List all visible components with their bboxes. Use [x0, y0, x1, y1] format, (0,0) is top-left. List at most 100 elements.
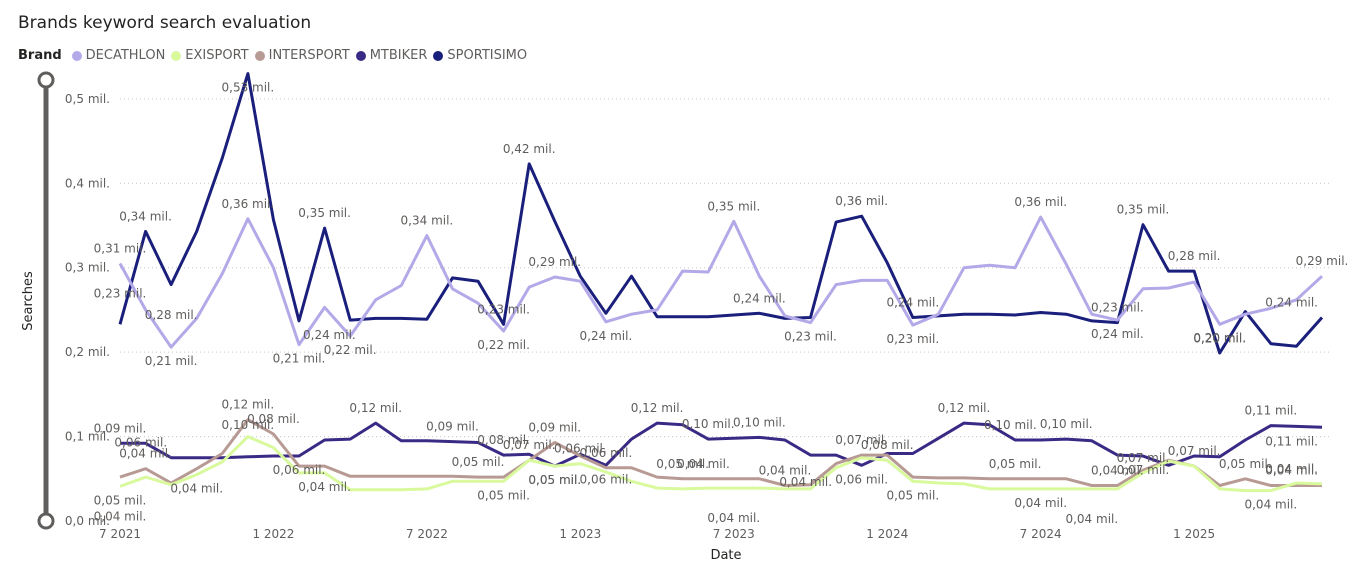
data-label: 0,05 mil. — [1219, 457, 1272, 471]
data-label: 0,06 mil. — [580, 472, 633, 486]
data-label: 0,11 mil. — [1265, 434, 1318, 448]
data-label: 0,29 mil. — [528, 255, 581, 269]
data-label: 0,09 mil. — [94, 421, 147, 435]
range-slider-bottom-handle[interactable] — [37, 512, 55, 530]
legend-marker-exisport — [171, 50, 182, 61]
series-line-exisport[interactable] — [119, 435, 1323, 493]
data-label: 0,06 mil. — [114, 436, 167, 450]
data-label: 0,08 mil. — [247, 412, 300, 426]
data-label: 0,35 mil. — [1117, 203, 1170, 217]
y-tick-label: 0,5 mil. — [65, 92, 110, 106]
data-label: 0,36 mil. — [835, 194, 888, 208]
data-label: 0,04 mil. — [1065, 512, 1118, 526]
series-line-decathlon[interactable] — [118, 215, 1324, 349]
x-tick-label: 7 2024 — [1020, 527, 1062, 541]
legend-marker-intersport — [254, 50, 265, 61]
data-label: 0,04 mil. — [298, 480, 351, 494]
y-axis-title: Searches — [21, 271, 36, 331]
x-axis-title: Date — [710, 548, 741, 563]
data-label: 0,20 mil. — [1193, 331, 1246, 345]
x-tick-label: 7 2022 — [406, 527, 448, 541]
legend-item-mtbiker[interactable]: MTBIKER — [355, 48, 428, 63]
data-label: 0,11 mil. — [1244, 404, 1297, 418]
x-tick-label: 7 2023 — [713, 527, 755, 541]
data-label: 0,24 mil. — [733, 291, 786, 305]
y-tick-label: 0,3 mil. — [65, 261, 110, 275]
data-label: 0,05 mil. — [477, 488, 530, 502]
y-tick-label: 0,1 mil. — [65, 430, 110, 444]
data-label: 0,04 mil. — [1265, 462, 1318, 476]
gridlines — [120, 98, 1330, 438]
legend-item-intersport[interactable]: INTERSPORT — [254, 48, 350, 63]
data-label: 0,28 mil. — [1168, 249, 1221, 263]
data-label: 0,35 mil. — [298, 206, 351, 220]
data-label: 0,07 mil. — [835, 433, 888, 447]
legend-label-decathlon: DECATHLON — [85, 48, 166, 63]
data-label: 0,08 mil. — [477, 433, 530, 447]
data-label: 0,05 mil. — [656, 457, 709, 471]
range-slider-top-handle[interactable] — [37, 71, 55, 89]
data-label: 0,23 mil. — [784, 330, 837, 344]
data-label: 0,12 mil. — [222, 398, 275, 412]
data-label: 0,04 mil. — [1014, 496, 1067, 510]
legend-item-decathlon[interactable]: DECATHLON — [71, 48, 166, 63]
data-label: 0,22 mil. — [324, 343, 377, 357]
data-label: 0,23 mil. — [94, 287, 147, 301]
data-label: 0,24 mil. — [1265, 296, 1318, 310]
data-label: 0,36 mil. — [1014, 195, 1067, 209]
legend-marker-mtbiker — [355, 50, 366, 61]
data-label: 0,34 mil. — [401, 214, 454, 228]
legend-marker-sportisimo — [433, 50, 444, 61]
data-label: 0,31 mil. — [94, 242, 147, 256]
data-label: 0,24 mil. — [886, 296, 939, 310]
series-line-sportisimo[interactable] — [118, 72, 1324, 355]
y-tick-label: 0,2 mil. — [65, 345, 110, 359]
series-lines — [118, 72, 1324, 493]
data-label: 0,05 mil. — [528, 473, 581, 487]
series-line-intersport[interactable] — [119, 418, 1322, 487]
y-axis-ticks: 0,0 mil. 0,1 mil. 0,2 mil. 0,3 mil. 0,4 mil.… — [65, 92, 110, 528]
data-label: 0,04 mil. — [779, 475, 832, 489]
x-tick-label: 1 2023 — [559, 527, 601, 541]
data-label: 0,28 mil. — [145, 308, 198, 322]
data-label: 0,05 mil. — [452, 455, 505, 469]
data-label: 0,04 mil. — [94, 509, 147, 523]
data-label: 0,21 mil. — [145, 354, 198, 368]
legend-label-mtbiker: MTBIKER — [369, 48, 428, 63]
data-label: 0,24 mil. — [1091, 327, 1144, 341]
x-tick-label: 1 2024 — [866, 527, 908, 541]
data-label: 0,05 mil. — [528, 473, 581, 487]
data-label: 0,09 mil. — [528, 420, 581, 434]
data-label: 0,10 mil. — [984, 418, 1037, 432]
data-label: 0,23 mil. — [886, 332, 939, 346]
data-label: 0,04 mil. — [1244, 498, 1297, 512]
y-tick-label: 0,0 mil. — [65, 514, 110, 528]
data-label: 0,04 mil. — [707, 511, 760, 525]
legend-label-sportisimo: SPORTISIMO — [447, 48, 528, 63]
data-label: 0,10 mil. — [733, 415, 786, 429]
data-label: 0,23 mil. — [1091, 301, 1144, 315]
legend-title: Brand — [18, 48, 62, 63]
x-tick-label: 7 2021 — [99, 527, 141, 541]
chart-title: Brands keyword search evaluation — [18, 13, 312, 33]
x-tick-label: 1 2025 — [1173, 527, 1215, 541]
data-label: 0,24 mil. — [580, 329, 633, 343]
data-label: 0,10 mil. — [682, 417, 735, 431]
data-label: 0,04 mil. — [677, 457, 730, 471]
legend-item-exisport[interactable]: EXISPORT — [171, 48, 249, 63]
series-line-mtbiker[interactable] — [120, 421, 1323, 468]
data-label: 0,12 mil. — [349, 401, 402, 415]
y-range-slider[interactable] — [37, 71, 55, 530]
data-label: 0,08 mil. — [861, 438, 914, 452]
x-tick-label: 1 2022 — [252, 527, 294, 541]
legend-item-sportisimo[interactable]: SPORTISIMO — [433, 48, 527, 63]
data-label: 0,04 mil. — [759, 464, 812, 478]
data-label: 0,04 mil. — [1091, 464, 1144, 478]
data-label: 0,21 mil. — [273, 352, 326, 366]
data-label: 0,04 mil. — [170, 482, 223, 496]
data-label: 0,53 mil. — [222, 81, 275, 95]
data-label: 0,06 mil. — [273, 463, 326, 477]
data-label: 0,06 mil. — [835, 472, 888, 486]
data-label: 0,06 mil. — [554, 442, 607, 456]
